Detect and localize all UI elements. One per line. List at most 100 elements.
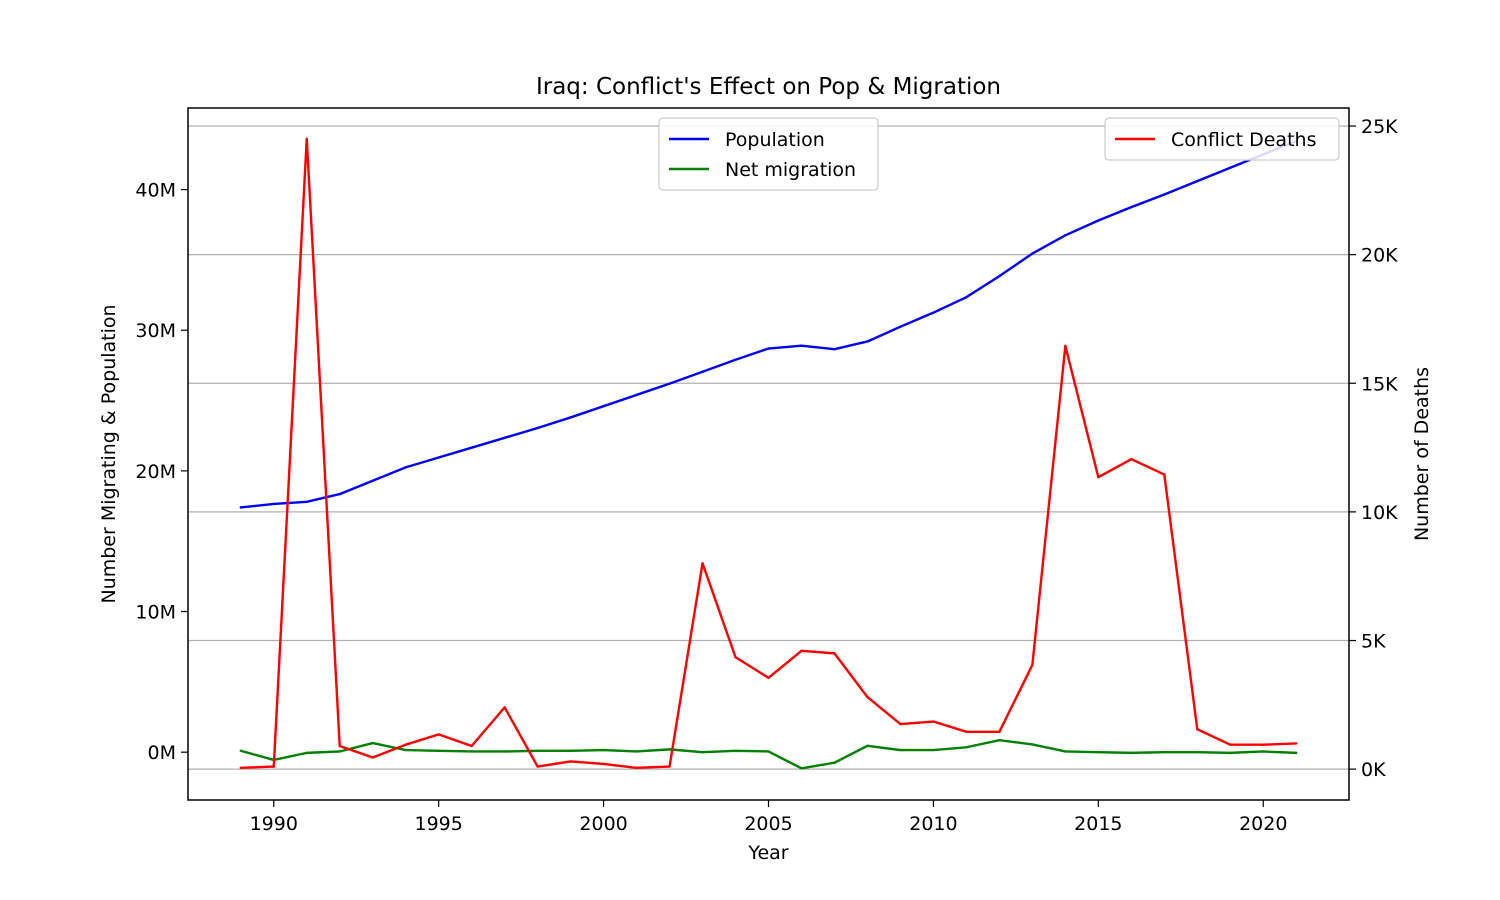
point-net-migration-2011 — [965, 746, 968, 749]
point-net-migration-2015 — [1097, 750, 1100, 754]
point-conflict-deaths-2011 — [965, 730, 968, 734]
y-left-tick-label-1: 10M — [135, 602, 176, 624]
point-net-migration-1989 — [239, 749, 242, 752]
point-conflict-deaths-2020 — [1262, 743, 1265, 746]
point-population-2003 — [701, 370, 704, 373]
point-conflict-deaths-2001 — [635, 766, 638, 770]
point-conflict-deaths-2003 — [701, 562, 704, 565]
y-right-tick-label-1: 5K — [1361, 631, 1386, 653]
point-population-1992 — [338, 492, 341, 496]
point-conflict-deaths-2008 — [866, 695, 869, 699]
x-tick-label-6: 2020 — [1239, 813, 1287, 835]
point-net-migration-1991 — [305, 751, 308, 755]
point-conflict-deaths-1995 — [437, 733, 440, 736]
y-right-tick-label-0: 0K — [1361, 759, 1386, 781]
line-conflict-deaths — [240, 137, 1297, 770]
line-net-migration — [240, 739, 1297, 770]
point-conflict-deaths-2005 — [767, 676, 770, 680]
legend-label-population: Population — [725, 129, 825, 151]
point-population-2005 — [767, 347, 770, 350]
y-left-tick-label-0: 0M — [148, 742, 176, 764]
point-conflict-deaths-1992 — [338, 744, 341, 748]
point-net-migration-2008 — [866, 744, 869, 748]
point-net-migration-2017 — [1163, 750, 1166, 754]
chart-title: Iraq: Conflict's Effect on Pop & Migrati… — [536, 74, 1001, 100]
x-tick-label-3: 2005 — [744, 813, 792, 835]
point-conflict-deaths-2012 — [998, 730, 1001, 734]
line-population — [240, 139, 1297, 509]
point-net-migration-2021 — [1295, 751, 1298, 755]
point-population-2012 — [998, 274, 1001, 278]
point-conflict-deaths-2000 — [602, 762, 605, 766]
point-net-migration-2007 — [833, 761, 836, 764]
legend-label-conflict-deaths: Conflict Deaths — [1171, 129, 1316, 151]
point-population-2010 — [932, 311, 935, 314]
y-axis-right-label: Number of Deaths — [1411, 367, 1433, 541]
point-population-2015 — [1097, 219, 1100, 222]
point-net-migration-2006 — [800, 767, 803, 770]
series-net-migration — [239, 739, 1298, 770]
point-population-2000 — [602, 404, 605, 408]
point-population-1997 — [503, 436, 506, 440]
point-population-1989 — [239, 506, 242, 509]
point-conflict-deaths-2018 — [1196, 728, 1199, 731]
point-conflict-deaths-2017 — [1163, 473, 1166, 476]
point-population-1995 — [437, 456, 440, 459]
x-tick-label-1: 1995 — [414, 813, 462, 835]
point-population-2009 — [899, 325, 902, 328]
point-conflict-deaths-2019 — [1229, 743, 1232, 746]
point-conflict-deaths-2002 — [668, 765, 671, 768]
x-axis-label: Year — [747, 842, 788, 864]
point-population-2013 — [1031, 252, 1034, 255]
point-conflict-deaths-1990 — [272, 765, 275, 768]
y-left-tick-label-4: 40M — [135, 180, 176, 202]
point-conflict-deaths-2006 — [800, 649, 803, 652]
point-population-1998 — [536, 426, 539, 430]
point-net-migration-2010 — [932, 748, 935, 752]
point-conflict-deaths-2021 — [1295, 742, 1298, 745]
point-population-1996 — [470, 446, 473, 449]
point-conflict-deaths-2015 — [1097, 475, 1100, 479]
point-population-2017 — [1163, 193, 1166, 196]
x-tick-label-2: 2000 — [579, 813, 627, 835]
x-tick-label-5: 2015 — [1074, 813, 1122, 835]
y-right-tick-label-5: 25K — [1361, 116, 1398, 138]
point-population-2008 — [866, 340, 869, 343]
point-conflict-deaths-1994 — [404, 743, 407, 746]
point-net-migration-1999 — [569, 749, 572, 752]
point-conflict-deaths-2014 — [1064, 344, 1067, 348]
series-conflict-deaths — [239, 137, 1298, 770]
x-tick-label-0: 1990 — [250, 813, 298, 835]
point-net-migration-2016 — [1130, 751, 1133, 755]
point-conflict-deaths-1996 — [470, 744, 473, 748]
point-net-migration-1992 — [338, 750, 341, 753]
point-conflict-deaths-2004 — [734, 656, 737, 659]
y-left-tick-label-3: 30M — [135, 320, 176, 342]
point-net-migration-1996 — [470, 750, 473, 753]
point-conflict-deaths-1998 — [536, 765, 539, 768]
point-conflict-deaths-2013 — [1031, 663, 1034, 667]
point-net-migration-2013 — [1031, 743, 1034, 746]
point-conflict-deaths-2010 — [932, 720, 935, 723]
y-right-tick-label-4: 20K — [1361, 245, 1398, 267]
point-net-migration-2018 — [1196, 750, 1199, 754]
legend-conflict-deaths: Conflict Deaths — [1104, 117, 1340, 161]
point-net-migration-2000 — [602, 748, 605, 752]
point-population-1994 — [404, 466, 407, 469]
point-conflict-deaths-1993 — [371, 756, 374, 759]
point-conflict-deaths-1997 — [503, 706, 506, 709]
point-net-migration-2009 — [899, 748, 902, 752]
point-conflict-deaths-1989 — [239, 766, 242, 770]
point-population-2018 — [1196, 179, 1199, 183]
x-tick-label-4: 2010 — [909, 813, 957, 835]
point-population-1991 — [305, 500, 308, 504]
point-net-migration-1997 — [503, 750, 506, 753]
point-conflict-deaths-2007 — [833, 652, 836, 655]
point-population-2004 — [734, 358, 737, 361]
plot-frame — [187, 107, 1350, 801]
point-net-migration-1994 — [404, 748, 407, 752]
x-axis: 1990 1995 2000 2005 2010 2015 2020 — [250, 800, 1287, 835]
point-population-2019 — [1229, 166, 1232, 169]
y-left-tick-label-2: 20M — [135, 461, 176, 483]
